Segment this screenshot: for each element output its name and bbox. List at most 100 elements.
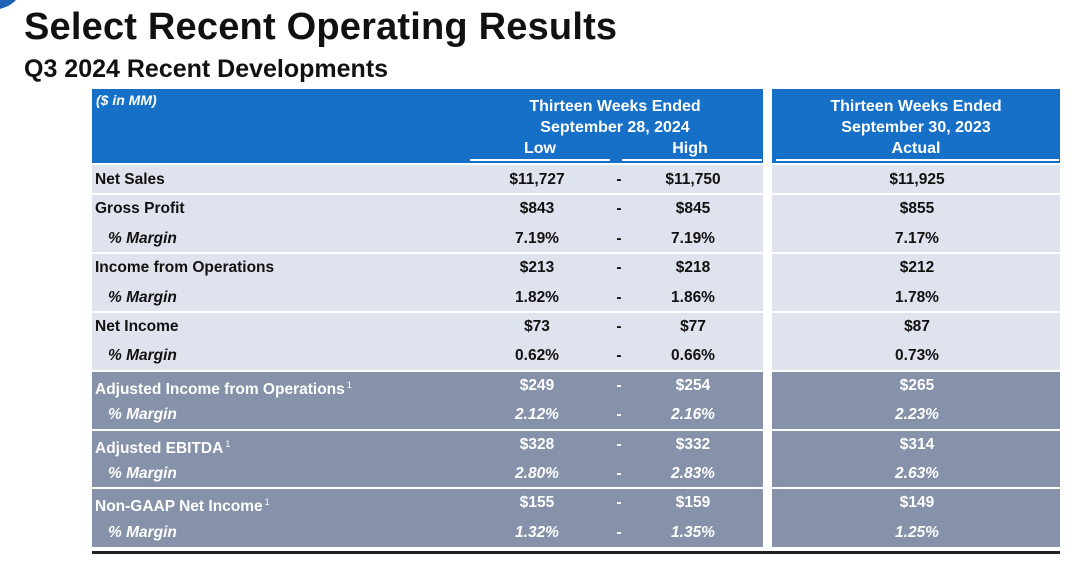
high-value: $159	[675, 494, 711, 512]
actual-value: $149	[899, 494, 935, 512]
high-value: $254	[675, 376, 711, 394]
table-row: % Margin 1.82% - 1.86% 1.78%	[92, 282, 1060, 312]
high-underline	[622, 159, 762, 161]
row-group-divider	[92, 252, 1060, 255]
table-row: % Margin 2.80% - 2.83% 2.63%	[92, 459, 1060, 489]
high-value: 2.16%	[671, 406, 715, 424]
range-dash: -	[616, 406, 622, 424]
table-row: % Margin 2.12% - 2.16% 2.23%	[92, 400, 1060, 430]
row-label: Net Sales	[95, 171, 165, 188]
low-value: $155	[519, 494, 555, 512]
actual-value: $11,925	[889, 171, 945, 188]
table-row: % Margin 1.32% - 1.35% 1.25%	[92, 517, 1060, 548]
actual-value: 1.25%	[895, 523, 939, 541]
table-row: Income from Operations $213 - $218 $212	[92, 253, 1060, 283]
high-value: $332	[675, 435, 711, 453]
prior-period-title: Thirteen Weeks Ended September 30, 2023	[830, 98, 1002, 136]
low-value: $328	[519, 435, 555, 453]
low-column-header: Low	[524, 140, 556, 157]
low-value: 7.19%	[515, 229, 559, 247]
high-column-header: High	[672, 140, 708, 157]
range-dash: -	[616, 259, 622, 277]
low-value: 2.80%	[515, 465, 559, 482]
row-label: Adjusted EBITDA 1	[95, 438, 231, 457]
range-dash: -	[616, 435, 622, 453]
row-label: Non-GAAP Net Income 1	[95, 497, 270, 516]
table-row: Net Income $73 - $77 $87	[92, 312, 1060, 342]
low-value: 2.12%	[515, 406, 559, 424]
low-value: 0.62%	[515, 347, 559, 365]
actual-value: 2.63%	[895, 465, 939, 482]
range-dash: -	[616, 494, 622, 512]
table-row: Adjusted Income from Operations 1 $249 - $25…	[92, 370, 1060, 401]
range-dash: -	[616, 200, 622, 218]
row-label: % Margin	[108, 523, 177, 541]
table-row: Gross Profit $843 - $845 $855	[92, 194, 1060, 224]
actual-value: 1.78%	[895, 288, 939, 306]
table-bottom-rule	[92, 551, 1060, 554]
high-value: 2.83%	[671, 465, 715, 482]
high-value: $218	[675, 259, 711, 277]
actual-value: $314	[899, 435, 935, 453]
row-label: % Margin	[108, 406, 177, 424]
current-period-title: Thirteen Weeks Ended September 28, 2024	[529, 98, 701, 136]
table-row: % Margin 7.19% - 7.19% 7.17%	[92, 223, 1060, 254]
page-title: Select Recent Operating Results	[24, 6, 618, 48]
row-label: % Margin	[108, 288, 177, 306]
low-value: $249	[519, 376, 555, 394]
row-group-divider	[92, 487, 1060, 490]
row-label: Income from Operations	[95, 259, 275, 277]
column-separator	[763, 89, 772, 551]
footnote-marker: 1	[346, 379, 352, 390]
row-label: Gross Profit	[95, 200, 185, 218]
high-value: 7.19%	[671, 229, 715, 247]
footnote-marker: 1	[264, 497, 270, 508]
low-value: 1.82%	[515, 288, 559, 306]
row-label: Adjusted Income from Operations 1	[95, 379, 352, 398]
actual-value: $87	[904, 318, 930, 335]
table-row: Net Sales $11,727 - $11,750 $11,925	[92, 165, 1060, 195]
range-dash: -	[616, 465, 622, 482]
actual-value: 2.23%	[895, 406, 939, 424]
row-label: % Margin	[108, 465, 177, 482]
low-value: $11,727	[509, 171, 565, 188]
low-value: $213	[519, 259, 555, 277]
low-value: 1.32%	[515, 523, 559, 541]
range-dash: -	[616, 376, 622, 394]
range-dash: -	[616, 318, 622, 335]
row-label: % Margin	[108, 347, 177, 365]
brand-accent-shape	[0, 0, 20, 10]
prior-period-header: Thirteen Weeks Ended September 30, 2023 …	[772, 89, 1060, 163]
range-dash: -	[616, 523, 622, 541]
units-label: ($ in MM)	[96, 92, 157, 108]
low-value: $843	[519, 200, 555, 218]
row-group-divider	[92, 193, 1060, 196]
range-dash: -	[616, 347, 622, 365]
row-group-divider	[92, 369, 1060, 372]
table-row: Adjusted EBITDA 1 $328 - $332 $314	[92, 429, 1060, 459]
actual-column-header: Actual	[891, 140, 941, 157]
row-label: Net Income	[95, 318, 179, 335]
actual-value: $212	[899, 259, 935, 277]
high-value: 1.86%	[671, 288, 715, 306]
current-period-header: ($ in MM) Thirteen Weeks Ended September…	[92, 89, 763, 163]
actual-value: $855	[899, 200, 935, 218]
range-dash: -	[616, 171, 622, 188]
footnote-marker: 1	[225, 438, 231, 449]
operating-results-table: ($ in MM) Thirteen Weeks Ended September…	[92, 89, 1060, 559]
high-value: $845	[675, 200, 711, 218]
actual-value: $265	[899, 376, 935, 394]
row-label: % Margin	[108, 229, 177, 247]
table-row: % Margin 0.62% - 0.66% 0.73%	[92, 341, 1060, 371]
range-dash: -	[616, 229, 622, 247]
low-value: $73	[524, 318, 550, 335]
high-value: $11,750	[665, 171, 721, 188]
table-row: Non-GAAP Net Income 1 $155 - $159 $149	[92, 488, 1060, 518]
row-group-divider	[92, 428, 1060, 431]
high-value: 1.35%	[671, 523, 715, 541]
row-group-divider	[92, 311, 1060, 313]
actual-value: 7.17%	[895, 229, 939, 247]
actual-underline	[776, 159, 1059, 161]
low-underline	[470, 159, 610, 161]
high-value: 0.66%	[671, 347, 715, 365]
